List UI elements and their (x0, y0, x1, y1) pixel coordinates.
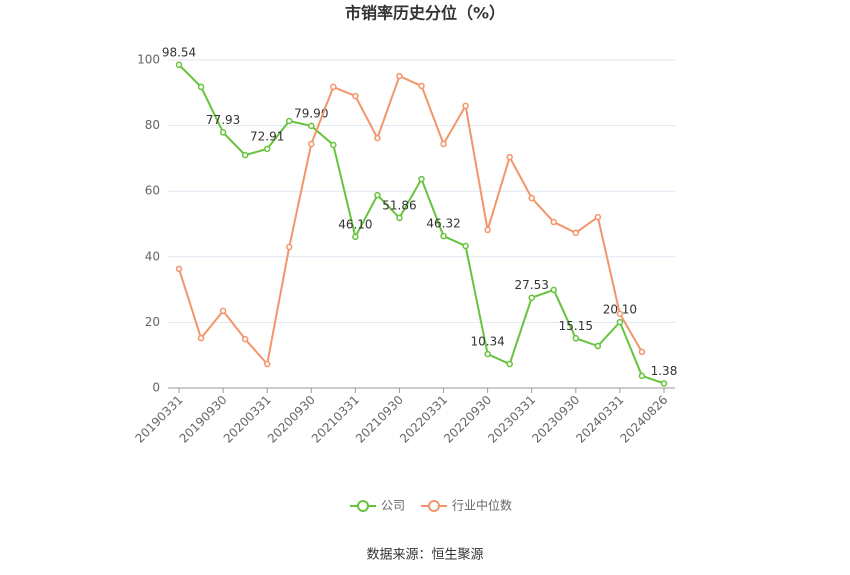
value-label: 98.54 (162, 45, 196, 59)
point (506, 153, 513, 161)
source: 数据来源：恒生聚源 (366, 548, 483, 563)
point (418, 175, 425, 183)
point (484, 226, 491, 234)
y-tick-label: 40 (145, 249, 160, 263)
chart-title: 市销率历史分位（%） (345, 4, 505, 23)
point (374, 191, 381, 199)
y-tick-label: 100 (137, 53, 160, 67)
y-tick-label: 20 (145, 315, 160, 329)
point (285, 117, 293, 125)
point (396, 214, 403, 222)
point (572, 229, 580, 237)
x-tick-label: 20240826 (617, 393, 670, 446)
series-line (178, 64, 665, 385)
point (308, 140, 315, 148)
value-label: 79.90 (294, 106, 328, 120)
value-label: 51.86 (382, 198, 416, 212)
point (616, 318, 624, 326)
value-label: 77.93 (206, 113, 240, 127)
point (506, 360, 513, 368)
point (638, 372, 646, 380)
point (219, 307, 227, 315)
value-label: 27.53 (515, 278, 549, 292)
legend-label: 公司 (381, 499, 405, 513)
point (550, 218, 558, 226)
value-label: 1.38 (651, 364, 678, 378)
legend-label: 行业中位数 (452, 498, 512, 513)
point (638, 348, 646, 356)
point (440, 232, 447, 240)
point (462, 102, 469, 110)
point (660, 380, 668, 387)
point (241, 335, 249, 343)
point (550, 286, 558, 294)
point (308, 122, 315, 130)
point (263, 145, 271, 153)
point (396, 72, 403, 80)
value-label: 72.91 (250, 129, 284, 143)
value-label: 15.15 (559, 319, 593, 333)
y-tick-label: 80 (145, 118, 160, 132)
point (175, 265, 183, 273)
value-label: 46.32 (426, 217, 460, 231)
point (528, 294, 535, 301)
point (197, 334, 205, 342)
point (330, 83, 337, 91)
legend-marker (428, 500, 441, 512)
point (594, 213, 602, 221)
point (197, 83, 205, 91)
point (263, 360, 271, 368)
series-line (178, 74, 643, 367)
point (352, 92, 359, 100)
point (352, 233, 359, 241)
point (572, 335, 580, 342)
point (528, 194, 535, 202)
point (616, 310, 624, 318)
point (462, 242, 469, 250)
y-tick-label: 60 (145, 184, 160, 198)
point (374, 134, 381, 142)
point (330, 141, 337, 149)
point (175, 61, 183, 69)
legend-marker (357, 500, 369, 512)
point (418, 82, 425, 90)
point (219, 129, 227, 136)
point (241, 151, 249, 159)
value-label: 10.34 (470, 335, 504, 349)
point (440, 140, 447, 148)
point (594, 342, 602, 350)
point (285, 243, 293, 251)
value-label: 46.10 (338, 217, 372, 231)
y-tick-label: 0 (152, 381, 160, 395)
point (484, 350, 491, 358)
